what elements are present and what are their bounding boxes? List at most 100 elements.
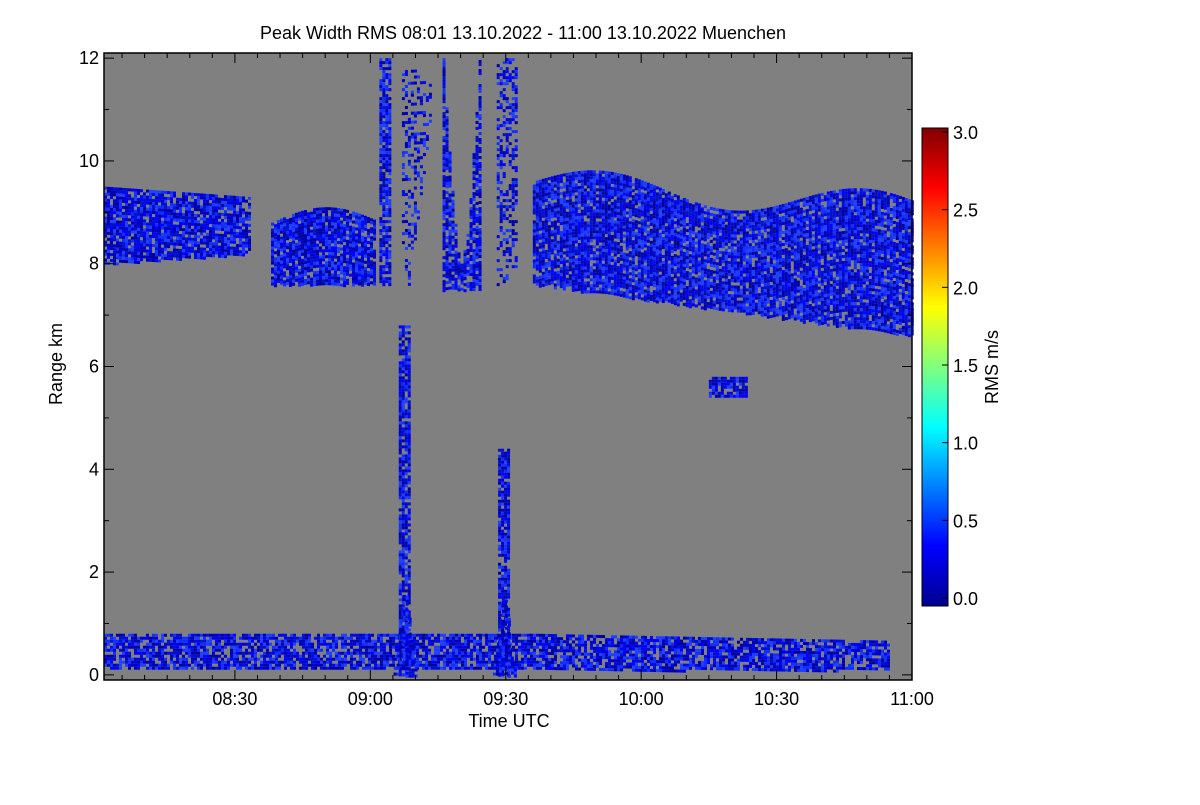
heatmap-cell — [538, 242, 542, 246]
heatmap-cell — [122, 199, 125, 203]
heatmap-cell — [167, 197, 170, 201]
heatmap-cell — [137, 218, 140, 222]
heatmap-cell — [449, 663, 452, 667]
heatmap-cell — [589, 248, 593, 252]
heatmap-cell — [692, 663, 695, 667]
heatmap-cell — [866, 658, 869, 662]
heatmap-cell — [367, 280, 371, 284]
heatmap-cell — [304, 255, 308, 259]
heatmap-cell — [128, 257, 131, 261]
heatmap-cell — [740, 658, 743, 662]
heatmap-cell — [316, 273, 320, 277]
heatmap-cell — [140, 225, 143, 229]
heatmap-cell — [608, 662, 611, 666]
heatmap-cell — [104, 216, 107, 220]
heatmap-cell — [592, 257, 596, 261]
heatmap-cell — [589, 278, 593, 282]
heatmap-cell — [470, 654, 473, 658]
heatmap-cell — [161, 223, 164, 227]
heatmap-cell — [598, 263, 602, 267]
heatmap-cell — [380, 657, 383, 661]
heatmap-cell — [292, 243, 296, 247]
heatmap-cell — [185, 225, 188, 229]
heatmap-cell — [140, 258, 143, 262]
heatmap-cell — [464, 657, 467, 661]
heatmap-cell — [713, 637, 716, 641]
heatmap-cell — [881, 643, 884, 647]
heatmap-cell — [629, 638, 632, 642]
heatmap-cell — [653, 660, 656, 664]
heatmap-cell — [155, 214, 158, 218]
heatmap-cell — [274, 227, 278, 231]
heatmap-cell — [113, 657, 116, 661]
heatmap-cell — [185, 198, 188, 202]
heatmap-cell — [131, 197, 134, 201]
heatmap-cell — [194, 217, 197, 221]
heatmap-cell — [263, 666, 266, 670]
heatmap-cell — [346, 257, 350, 261]
heatmap-cell — [419, 633, 422, 637]
heatmap-cell — [122, 639, 125, 643]
heatmap-cell — [541, 232, 545, 236]
heatmap-cell — [535, 234, 539, 238]
heatmap-cell — [140, 660, 143, 664]
heatmap-cell — [509, 648, 512, 652]
heatmap-cell — [176, 645, 179, 649]
heatmap-cell — [134, 224, 137, 228]
heatmap-cell — [538, 194, 542, 198]
heatmap-cell — [149, 195, 152, 199]
heatmap-cell — [116, 223, 119, 227]
heatmap-cell — [565, 247, 569, 251]
heatmap-cell — [554, 667, 557, 671]
heatmap-cell — [818, 645, 821, 649]
heatmap-cell — [571, 288, 575, 292]
heatmap-cell — [458, 654, 461, 658]
heatmap-cell — [683, 666, 686, 670]
heatmap-cell — [728, 655, 731, 659]
heatmap-cell — [842, 666, 845, 670]
heatmap-cell — [113, 262, 116, 266]
heatmap-cell — [605, 638, 608, 642]
heatmap-cell — [319, 240, 323, 244]
heatmap-cell — [568, 184, 572, 188]
heatmap-cell — [547, 276, 551, 280]
heatmap-cell — [530, 636, 533, 640]
heatmap-cell — [392, 654, 395, 658]
heatmap-cell — [272, 660, 275, 664]
heatmap-cell — [425, 654, 428, 658]
heatmap-cell — [239, 217, 242, 221]
heatmap-cell — [632, 635, 635, 639]
heatmap-cell — [575, 655, 578, 659]
heatmap-cell — [128, 645, 131, 649]
heatmap-cell — [370, 242, 374, 246]
heatmap-cell — [215, 251, 218, 255]
heatmap-cell — [571, 204, 575, 208]
heatmap-cell — [173, 233, 176, 237]
heatmap-cell — [134, 245, 137, 249]
heatmap-cell — [380, 663, 383, 667]
heatmap-cell — [110, 241, 113, 245]
heatmap-cell — [574, 219, 578, 223]
heatmap-cell — [848, 666, 851, 670]
heatmap-cell — [547, 273, 551, 277]
heatmap-cell — [544, 267, 548, 271]
heatmap-cell — [203, 205, 206, 209]
heatmap-cell — [125, 639, 128, 643]
heatmap-cell — [535, 240, 539, 244]
heatmap-cell — [314, 648, 317, 652]
heatmap-cell — [572, 634, 575, 638]
heatmap-cell — [587, 667, 590, 671]
heatmap-cell — [197, 244, 200, 248]
heatmap-cell — [476, 651, 479, 655]
heatmap-cell — [629, 656, 632, 660]
heatmap-cell — [322, 276, 326, 280]
heatmap-cell — [209, 254, 212, 258]
heatmap-cell — [239, 196, 242, 200]
heatmap-cell — [113, 645, 116, 649]
heatmap-cell — [248, 214, 251, 218]
heatmap-cell — [361, 259, 365, 263]
heatmap-cell — [206, 633, 209, 637]
heatmap-cell — [242, 651, 245, 655]
heatmap-cell — [833, 645, 836, 649]
heatmap-cell — [581, 643, 584, 647]
